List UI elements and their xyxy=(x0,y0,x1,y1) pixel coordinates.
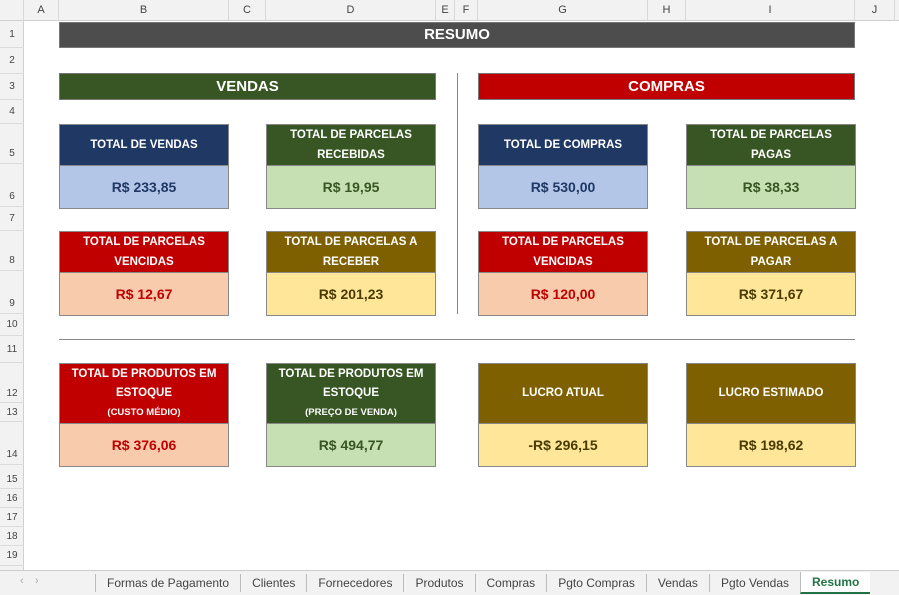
scroll-tabs-right-icon[interactable]: › xyxy=(35,575,39,587)
column-header[interactable]: J xyxy=(855,0,895,21)
sheet-tab-fornecedores[interactable]: Fornecedores xyxy=(306,574,403,592)
card-label: TOTAL DE PARCELAS A RECEBER xyxy=(267,232,435,272)
column-header[interactable]: H xyxy=(648,0,686,21)
sheet-tab-produtos[interactable]: Produtos xyxy=(403,574,474,592)
row-header[interactable]: 6 xyxy=(0,164,24,207)
card-label: TOTAL DE PARCELAS VENCIDAS xyxy=(60,232,228,272)
card-header: TOTAL DE PRODUTOS EM ESTOQUE (CUSTO MÉDIO… xyxy=(60,364,228,423)
sheet-tab-compras[interactable]: Compras xyxy=(474,574,547,592)
parcelas-pagas-card: TOTAL DE PARCELAS PAGAS R$ 38,33 xyxy=(686,124,856,209)
scroll-tabs-left-icon[interactable]: ‹ xyxy=(20,575,24,587)
sheet-tab-pgto-compras[interactable]: Pgto Compras xyxy=(546,574,646,592)
card-sublabel: (CUSTO MÉDIO) xyxy=(107,407,181,418)
card-label: LUCRO ESTIMADO xyxy=(687,364,855,423)
total-vendas-card: TOTAL DE VENDAS R$ 233,85 xyxy=(59,124,229,209)
card-value[interactable]: R$ 530,00 xyxy=(479,165,647,208)
vendas-title: VENDAS xyxy=(59,73,436,100)
card-label: LUCRO ATUAL xyxy=(479,364,647,423)
card-value[interactable]: R$ 19,95 xyxy=(267,165,435,208)
column-header[interactable]: I xyxy=(686,0,855,21)
horizontal-divider xyxy=(59,339,855,340)
card-sublabel: (PREÇO DE VENDA) xyxy=(305,407,397,418)
column-headers: A B C D E F G H I J xyxy=(0,0,899,21)
parcelas-a-pagar-card: TOTAL DE PARCELAS A PAGAR R$ 371,67 xyxy=(686,231,856,316)
card-label: TOTAL DE PARCELAS VENCIDAS xyxy=(479,232,647,272)
row-header[interactable]: 14 xyxy=(0,422,24,465)
column-header[interactable]: G xyxy=(478,0,648,21)
total-compras-card: TOTAL DE COMPRAS R$ 530,00 xyxy=(478,124,648,209)
card-label: TOTAL DE PARCELAS PAGAS xyxy=(687,125,855,165)
vendas-parcelas-vencidas-card: TOTAL DE PARCELAS VENCIDAS R$ 12,67 xyxy=(59,231,229,316)
card-label: TOTAL DE PARCELAS A PAGAR xyxy=(687,232,855,272)
sheet-tab-vendas[interactable]: Vendas xyxy=(645,574,709,592)
row-header[interactable]: 19 xyxy=(0,546,24,566)
card-label: TOTAL DE VENDAS xyxy=(60,125,228,165)
column-header[interactable]: F xyxy=(455,0,478,21)
parcelas-recebidas-card: TOTAL DE PARCELAS RECEBIDAS R$ 19,95 xyxy=(266,124,436,209)
column-header[interactable]: B xyxy=(59,0,229,21)
row-header[interactable]: 15 xyxy=(0,465,24,489)
sheet-tab-clientes[interactable]: Clientes xyxy=(240,574,306,592)
column-header[interactable]: C xyxy=(229,0,266,21)
row-header[interactable]: 16 xyxy=(0,489,24,508)
sheet-tab-resumo[interactable]: Resumo xyxy=(800,572,871,594)
sheet-tabs-bar: Formas de Pagamento Clientes Fornecedore… xyxy=(0,570,899,595)
sheet-tab-pgto-vendas[interactable]: Pgto Vendas xyxy=(708,574,800,592)
column-header[interactable]: A xyxy=(24,0,59,21)
row-header[interactable]: 5 xyxy=(0,124,24,164)
row-header[interactable]: 18 xyxy=(0,527,24,546)
row-header[interactable]: 10 xyxy=(0,314,24,336)
card-value[interactable]: R$ 371,67 xyxy=(687,272,855,315)
card-label: TOTAL DE PARCELAS RECEBIDAS xyxy=(267,125,435,165)
card-value[interactable]: -R$ 296,15 xyxy=(479,423,647,466)
select-all-corner[interactable] xyxy=(0,0,24,21)
row-header[interactable]: 17 xyxy=(0,508,24,527)
sheet-tab-formas-de-pagamento[interactable]: Formas de Pagamento xyxy=(95,574,240,592)
parcelas-a-receber-card: TOTAL DE PARCELAS A RECEBER R$ 201,23 xyxy=(266,231,436,316)
row-header[interactable]: 1 xyxy=(0,21,24,48)
card-value[interactable]: R$ 198,62 xyxy=(687,423,855,466)
compras-parcelas-vencidas-card: TOTAL DE PARCELAS VENCIDAS R$ 120,00 xyxy=(478,231,648,316)
card-value[interactable]: R$ 233,85 xyxy=(60,165,228,208)
card-value[interactable]: R$ 201,23 xyxy=(267,272,435,315)
row-headers: 1 2 3 4 5 6 7 8 9 10 11 12 13 14 15 16 1… xyxy=(0,21,24,570)
lucro-estimado-card: LUCRO ESTIMADO R$ 198,62 xyxy=(686,363,856,467)
card-label: TOTAL DE PRODUTOS EM ESTOQUE xyxy=(71,368,217,399)
card-value[interactable]: R$ 120,00 xyxy=(479,272,647,315)
row-header[interactable]: 8 xyxy=(0,231,24,271)
card-value[interactable]: R$ 12,67 xyxy=(60,272,228,315)
row-header[interactable]: 12 xyxy=(0,363,24,403)
row-header[interactable]: 3 xyxy=(0,74,24,100)
row-header[interactable]: 11 xyxy=(0,336,24,363)
row-header[interactable]: 13 xyxy=(0,403,24,422)
row-header[interactable]: 9 xyxy=(0,271,24,314)
compras-title: COMPRAS xyxy=(478,73,855,100)
row-header[interactable]: 7 xyxy=(0,207,24,231)
resumo-title: RESUMO xyxy=(59,22,855,48)
card-value[interactable]: R$ 494,77 xyxy=(267,423,435,466)
card-header: TOTAL DE PRODUTOS EM ESTOQUE (PREÇO DE VE… xyxy=(267,364,435,423)
column-header[interactable]: D xyxy=(266,0,436,21)
card-label: TOTAL DE PRODUTOS EM ESTOQUE xyxy=(278,368,424,399)
card-label: TOTAL DE COMPRAS xyxy=(479,125,647,165)
lucro-atual-card: LUCRO ATUAL -R$ 296,15 xyxy=(478,363,648,467)
vertical-divider xyxy=(457,73,458,314)
estoque-venda-card: TOTAL DE PRODUTOS EM ESTOQUE (PREÇO DE VE… xyxy=(266,363,436,467)
card-value[interactable]: R$ 376,06 xyxy=(60,423,228,466)
estoque-custo-card: TOTAL DE PRODUTOS EM ESTOQUE (CUSTO MÉDIO… xyxy=(59,363,229,467)
column-header[interactable]: E xyxy=(436,0,455,21)
row-header[interactable]: 4 xyxy=(0,100,24,124)
card-value[interactable]: R$ 38,33 xyxy=(687,165,855,208)
row-header[interactable]: 2 xyxy=(0,48,24,74)
